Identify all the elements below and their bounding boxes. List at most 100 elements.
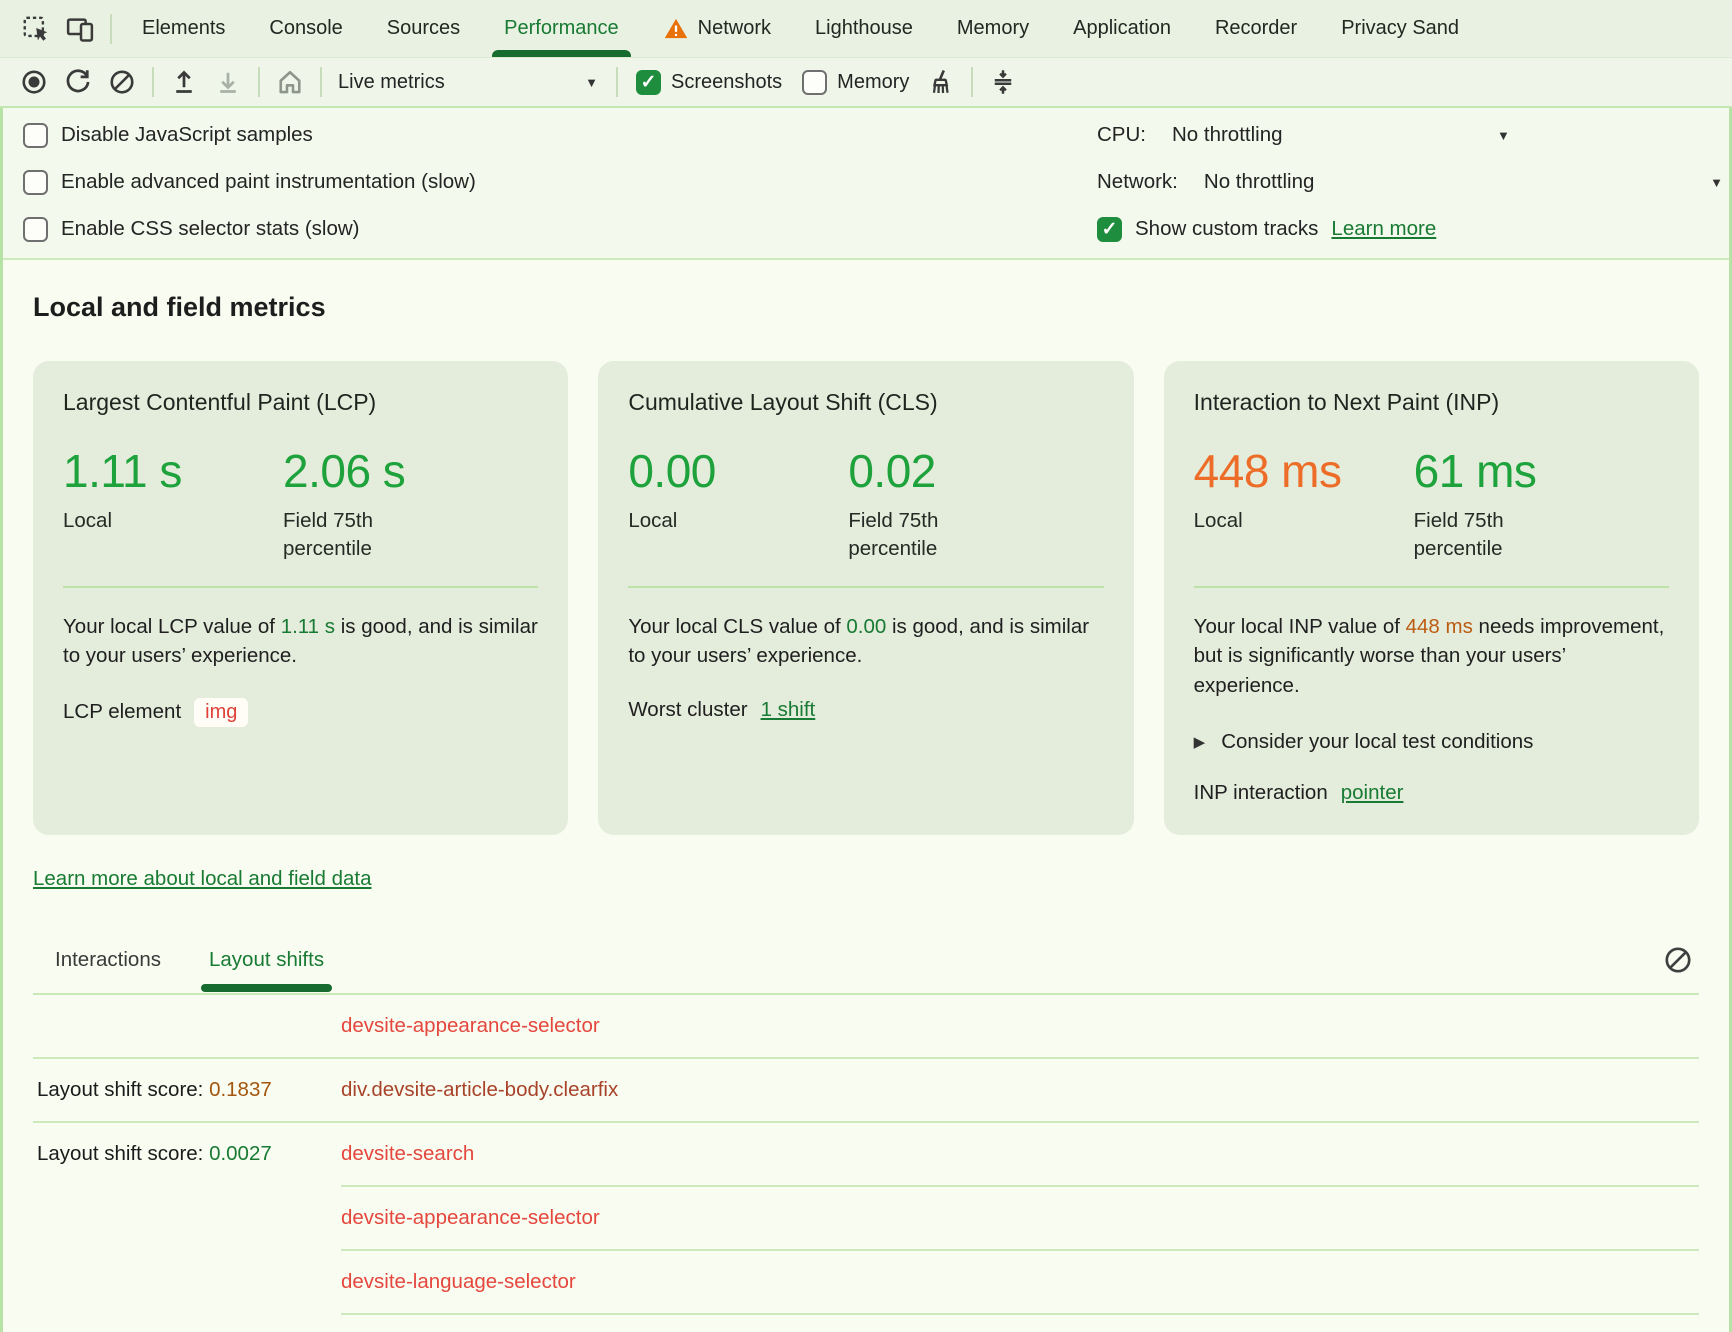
inp-field-label: Field 75th percentile bbox=[1413, 509, 1504, 560]
home-button[interactable] bbox=[268, 62, 312, 102]
circle-slash-icon bbox=[1662, 944, 1694, 976]
record-button[interactable] bbox=[12, 62, 56, 102]
memory-checkbox[interactable] bbox=[802, 69, 828, 95]
desc-value: 0.00 bbox=[846, 615, 887, 639]
inspect-cursor-icon bbox=[21, 14, 51, 44]
cpu-throttling-select[interactable]: CPU: No throttling ▼ bbox=[1097, 122, 1709, 148]
log-tab-bar: Interactions Layout shifts bbox=[33, 943, 1699, 995]
lcp-local-value: 1.11 s bbox=[63, 445, 182, 497]
clear-log-button[interactable] bbox=[1661, 943, 1695, 977]
css-selector-stats-checkbox[interactable] bbox=[23, 216, 48, 242]
toggle-device-toolbar-button[interactable] bbox=[58, 7, 102, 51]
inspect-element-button[interactable] bbox=[14, 7, 58, 51]
local-test-conditions-label: Consider your local test conditions bbox=[1221, 729, 1534, 753]
chevron-down-icon: ▼ bbox=[1710, 175, 1723, 190]
refresh-icon bbox=[63, 67, 93, 97]
collect-garbage-button[interactable] bbox=[919, 62, 963, 102]
memory-label: Memory bbox=[837, 70, 910, 93]
toolbar-separator bbox=[152, 67, 154, 97]
record-and-reload-button[interactable] bbox=[56, 62, 100, 102]
inp-field-value: 61 ms bbox=[1413, 445, 1537, 497]
collapse-panel-button[interactable] bbox=[981, 62, 1025, 102]
node-link[interactable]: devsite-language-selector bbox=[341, 1269, 576, 1293]
lcp-description: Your local LCP value of 1.11 s is good, … bbox=[63, 612, 538, 670]
memory-checkbox-row[interactable]: Memory bbox=[792, 69, 919, 95]
inp-description: Your local INP value of 448 ms needs imp… bbox=[1194, 612, 1669, 699]
cls-local-value: 0.00 bbox=[628, 445, 716, 497]
tab-recorder[interactable]: Recorder bbox=[1193, 0, 1319, 57]
network-label: Network: bbox=[1097, 170, 1178, 193]
advanced-paint-row[interactable]: Enable advanced paint instrumentation (s… bbox=[23, 169, 476, 195]
tab-lighthouse[interactable]: Lighthouse bbox=[793, 0, 935, 57]
screenshots-checkbox-row[interactable]: Screenshots bbox=[626, 69, 792, 95]
desc-value: 1.11 s bbox=[280, 615, 336, 639]
lcp-element-row: LCP element img bbox=[63, 697, 538, 727]
node-link[interactable]: div.devsite-article-body.clearfix bbox=[341, 1077, 619, 1101]
screenshots-label: Screenshots bbox=[671, 70, 783, 93]
inp-card: Interaction to Next Paint (INP) 448 ms L… bbox=[1163, 361, 1699, 835]
custom-tracks-learn-more-link[interactable]: Learn more bbox=[1331, 217, 1437, 240]
local-test-conditions-expando[interactable]: ▶ Consider your local test conditions bbox=[1194, 730, 1669, 754]
css-selector-stats-row[interactable]: Enable CSS selector stats (slow) bbox=[23, 216, 476, 242]
warning-icon bbox=[663, 16, 689, 42]
live-metrics-dropdown[interactable]: Live metrics ▼ bbox=[330, 62, 608, 102]
worst-cluster-link[interactable]: 1 shift bbox=[760, 697, 816, 721]
score-label: Layout shift score: bbox=[37, 1141, 210, 1165]
score-label: Layout shift score: bbox=[37, 1077, 210, 1101]
cls-description: Your local CLS value of 0.00 is good, an… bbox=[628, 612, 1103, 670]
cls-field-label: Field 75th percentile bbox=[848, 509, 939, 560]
tab-label: Memory bbox=[956, 17, 1030, 39]
node-link[interactable]: devsite-search bbox=[341, 1141, 475, 1165]
cls-field-column: 0.02 Field 75th percentile bbox=[848, 444, 1103, 562]
tabbar-separator bbox=[110, 13, 112, 44]
show-custom-tracks-checkbox[interactable] bbox=[1097, 216, 1122, 242]
tab-interactions[interactable]: Interactions bbox=[53, 948, 163, 972]
tab-privacy-sandbox[interactable]: Privacy Sand bbox=[1319, 0, 1481, 57]
network-value: No throttling bbox=[1203, 170, 1315, 193]
tab-elements[interactable]: Elements bbox=[120, 0, 247, 57]
screenshots-checkbox[interactable] bbox=[636, 69, 661, 95]
desc-value: 448 ms bbox=[1405, 615, 1473, 639]
tab-network[interactable]: Network bbox=[641, 0, 793, 57]
tab-layout-shifts[interactable]: Layout shifts bbox=[200, 947, 333, 992]
save-profile-button[interactable] bbox=[206, 62, 250, 102]
tab-label: Layout shifts bbox=[208, 947, 325, 971]
lcp-element-node-chip[interactable]: img bbox=[194, 697, 249, 727]
row-divider bbox=[341, 1248, 1699, 1251]
toolbar-separator bbox=[971, 67, 974, 97]
tab-memory[interactable]: Memory bbox=[935, 0, 1051, 57]
advanced-paint-checkbox[interactable] bbox=[23, 169, 48, 195]
inp-local-label: Local bbox=[1193, 509, 1243, 532]
lcp-card: Largest Contentful Paint (LCP) 1.11 s Lo… bbox=[33, 361, 569, 835]
devtools-tab-bar: Elements Console Sources Performance Net… bbox=[0, 0, 1732, 58]
learn-more-field-data-link[interactable]: Learn more about local and field data bbox=[33, 866, 372, 890]
layout-shift-row: div.devsite-floating-action-buttons bbox=[33, 1315, 1699, 1332]
chevron-down-icon: ▼ bbox=[585, 74, 598, 90]
broom-icon bbox=[926, 67, 956, 97]
tab-application[interactable]: Application bbox=[1051, 0, 1193, 57]
upload-icon bbox=[169, 67, 199, 97]
disable-js-samples-row[interactable]: Disable JavaScript samples bbox=[23, 122, 476, 148]
inp-local-column: 448 ms Local bbox=[1194, 444, 1414, 562]
inp-values: 448 ms Local 61 ms Field 75th percentile bbox=[1194, 444, 1669, 562]
tab-label: Lighthouse bbox=[815, 17, 913, 39]
score-cell: Layout shift score: 0.0027 bbox=[33, 1142, 341, 1166]
inp-interaction-link[interactable]: pointer bbox=[1340, 780, 1404, 804]
node-link[interactable]: devsite-appearance-selector bbox=[341, 1013, 600, 1037]
load-profile-button[interactable] bbox=[162, 62, 206, 102]
node-link[interactable]: devsite-appearance-selector bbox=[341, 1205, 600, 1229]
tab-label: Application bbox=[1073, 17, 1171, 39]
disable-js-samples-checkbox[interactable] bbox=[23, 122, 48, 148]
toolbar-separator bbox=[616, 67, 618, 97]
show-custom-tracks-row[interactable]: Show custom tracks Learn more bbox=[1097, 216, 1709, 242]
tab-performance[interactable]: Performance bbox=[482, 0, 641, 57]
network-throttling-select[interactable]: Network: No throttling ▼ bbox=[1097, 169, 1723, 195]
clear-button[interactable] bbox=[100, 62, 144, 102]
record-icon bbox=[19, 67, 49, 97]
tab-console[interactable]: Console bbox=[247, 0, 364, 57]
tab-sources[interactable]: Sources bbox=[365, 0, 482, 57]
tab-label: Sources bbox=[386, 17, 461, 39]
css-selector-stats-label: Enable CSS selector stats (slow) bbox=[61, 217, 360, 240]
cls-local-label: Local bbox=[628, 509, 678, 532]
